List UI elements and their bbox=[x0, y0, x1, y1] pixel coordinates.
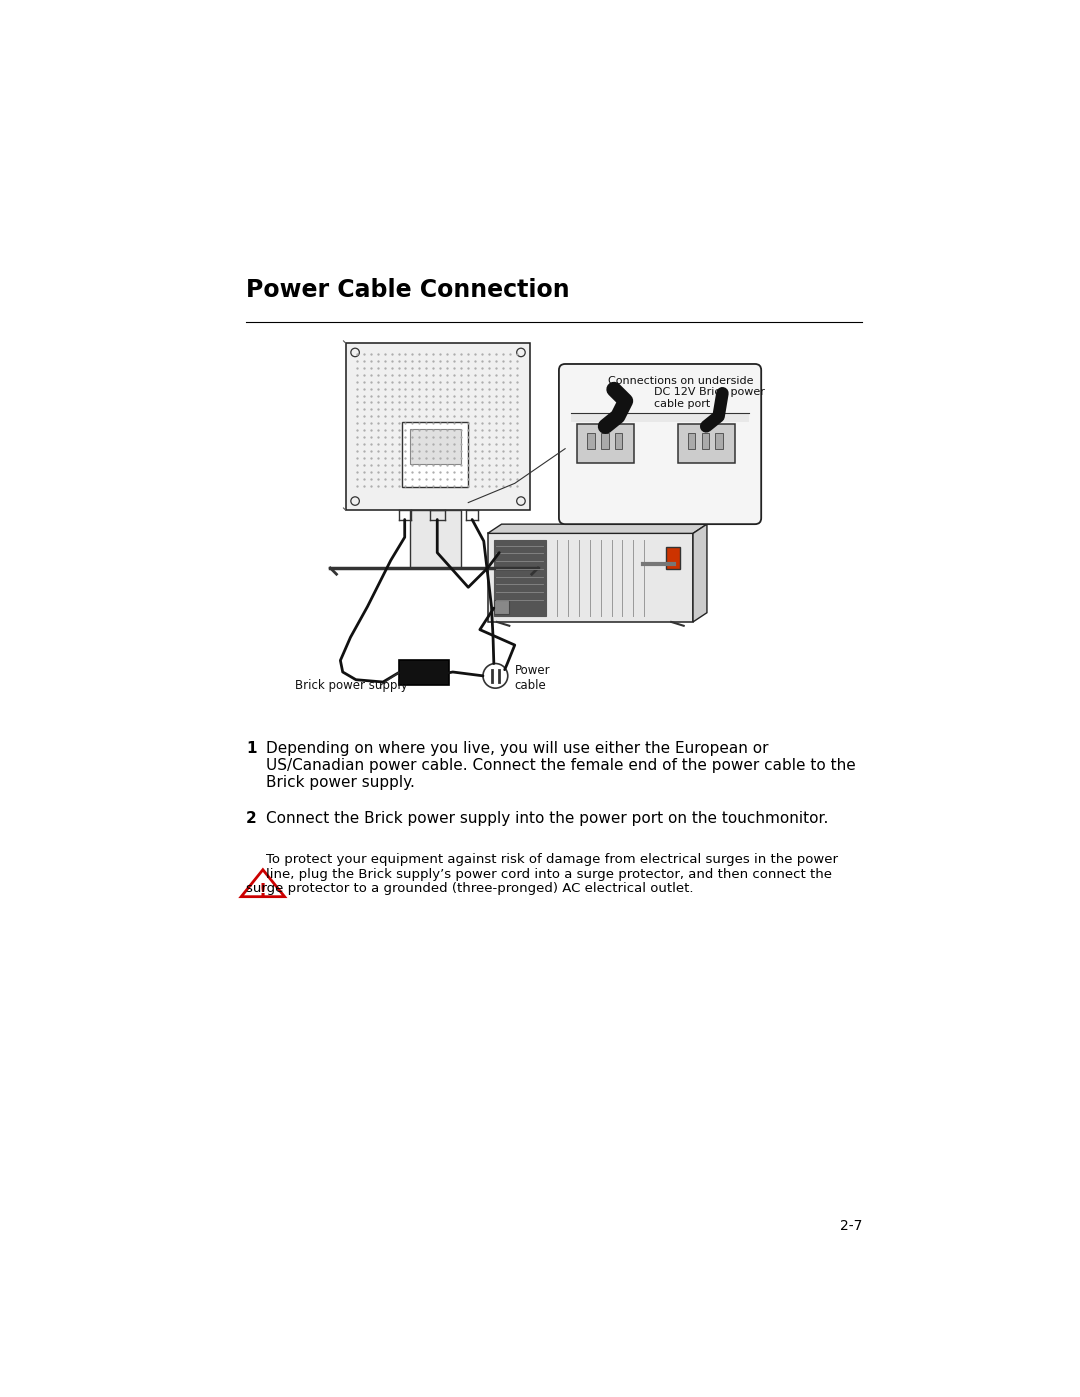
Text: US/Canadian power cable. Connect the female end of the power cable to the: US/Canadian power cable. Connect the fem… bbox=[266, 759, 855, 773]
Text: To protect your equipment against risk of damage from electrical surges in the p: To protect your equipment against risk o… bbox=[266, 854, 838, 866]
Bar bbox=[571, 412, 748, 422]
Text: 2-7: 2-7 bbox=[839, 1218, 862, 1232]
Bar bbox=[494, 539, 545, 616]
Text: Connections on underside: Connections on underside bbox=[608, 376, 753, 387]
Bar bbox=[715, 433, 724, 450]
Text: DC 12V Brick power
cable port: DC 12V Brick power cable port bbox=[654, 387, 765, 409]
Bar bbox=[586, 433, 595, 450]
Bar bbox=[615, 433, 622, 450]
Polygon shape bbox=[241, 870, 284, 897]
Text: Brick power supply: Brick power supply bbox=[296, 679, 408, 692]
Text: Brick power supply.: Brick power supply. bbox=[266, 775, 415, 791]
Text: Power
cable: Power cable bbox=[515, 665, 551, 693]
Bar bbox=[346, 344, 530, 510]
Text: !: ! bbox=[259, 883, 267, 901]
Bar bbox=[399, 661, 449, 685]
Text: surge protector to a grounded (three-pronged) AC electrical outlet.: surge protector to a grounded (three-pro… bbox=[246, 882, 693, 895]
Bar bbox=[410, 510, 460, 569]
FancyBboxPatch shape bbox=[577, 425, 634, 464]
Polygon shape bbox=[693, 524, 707, 622]
Bar bbox=[688, 433, 696, 450]
Text: Power Cable Connection: Power Cable Connection bbox=[246, 278, 569, 302]
Text: 1: 1 bbox=[246, 742, 256, 756]
Bar bbox=[403, 422, 469, 488]
Bar bbox=[666, 548, 679, 569]
FancyBboxPatch shape bbox=[559, 365, 761, 524]
Bar bbox=[488, 534, 693, 622]
Bar bbox=[410, 429, 460, 464]
Bar bbox=[702, 433, 710, 450]
Bar bbox=[600, 433, 608, 450]
Bar bbox=[494, 601, 510, 615]
Text: Depending on where you live, you will use either the European or: Depending on where you live, you will us… bbox=[266, 742, 769, 756]
Text: line, plug the Brick supply’s power cord into a surge protector, and then connec: line, plug the Brick supply’s power cord… bbox=[266, 868, 832, 880]
Text: Connect the Brick power supply into the power port on the touchmonitor.: Connect the Brick power supply into the … bbox=[266, 810, 828, 826]
Text: 2: 2 bbox=[246, 810, 257, 826]
FancyBboxPatch shape bbox=[677, 425, 734, 464]
Polygon shape bbox=[488, 524, 707, 534]
